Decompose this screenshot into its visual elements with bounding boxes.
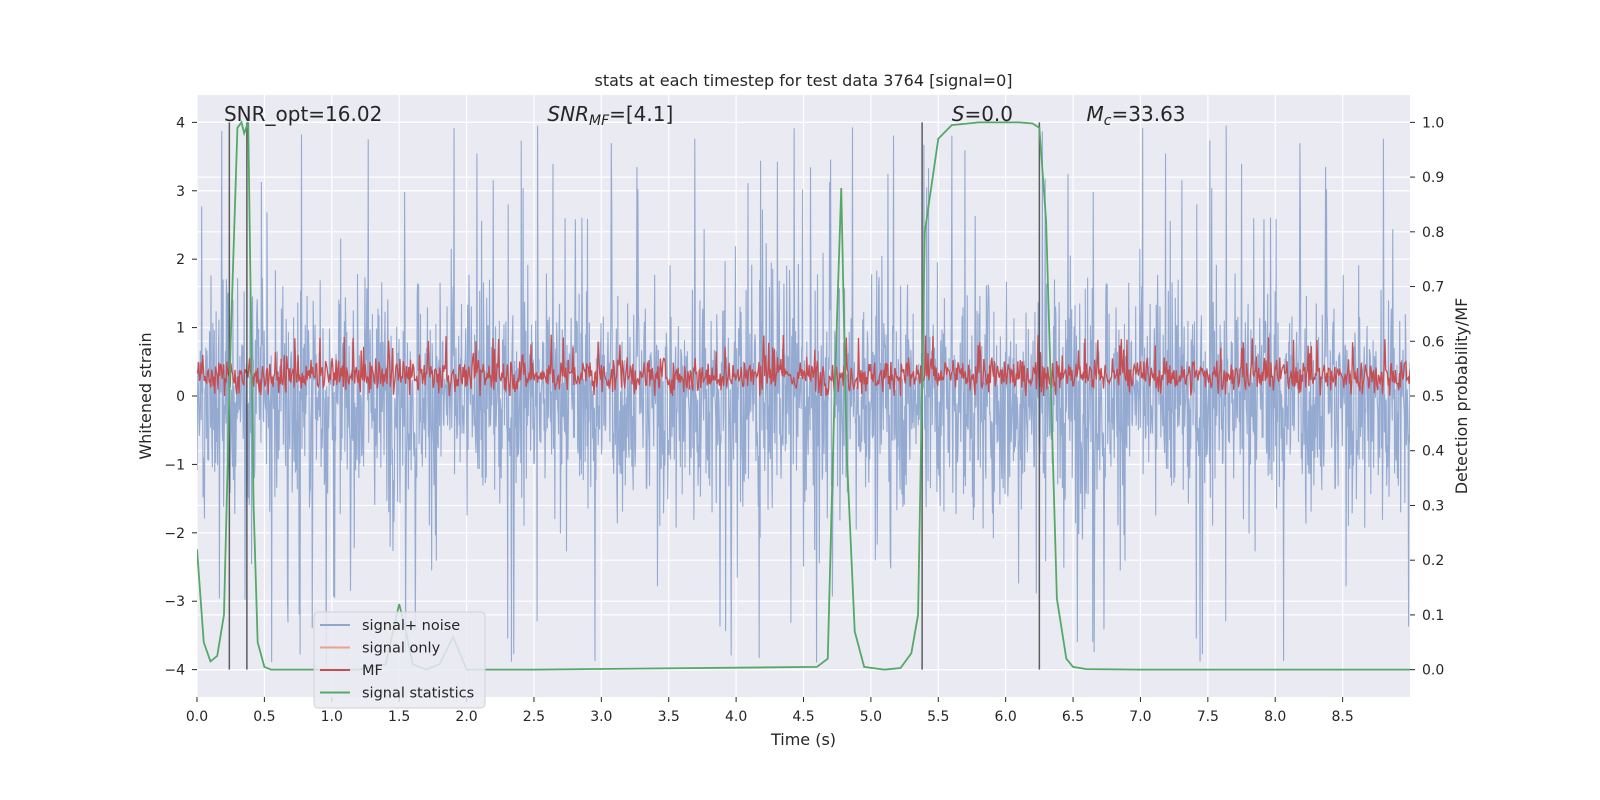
x-tick-label: 4.0 [725,709,747,725]
legend-label: signal statistics [362,686,474,702]
y-tick-label-left: −2 [164,526,185,542]
y-tick-label-right: 0.2 [1422,553,1444,569]
x-tick-label: 3.5 [658,709,680,725]
y-tick-label-left: −3 [164,594,185,610]
annotation-text: SNR_opt=16.02 [224,102,382,126]
x-tick-label: 6.0 [995,709,1017,725]
y-tick-label-right: 1.0 [1422,115,1444,131]
annotation-text: S=0.0 [952,102,1013,126]
y-tick-label-left: 4 [176,115,185,131]
x-tick-label: 2.5 [523,709,545,725]
x-tick-label: 7.5 [1197,709,1219,725]
chart-title: stats at each timestep for test data 376… [594,71,1012,90]
x-tick-label: 8.0 [1264,709,1286,725]
x-tick-label: 4.5 [792,709,814,725]
data-layer [197,120,1410,671]
y-axis-label-right: Detection probability/MF [1452,298,1471,495]
y-tick-label-right: 0.5 [1422,389,1444,405]
y-tick-label-left: −1 [164,457,185,473]
legend-label: signal only [362,641,441,657]
x-tick-label: 6.5 [1062,709,1084,725]
annotations: SNR_opt=16.02 SNRMF=[4.1] S=0.0 Mc=33.63 [224,102,1186,129]
legend-label: signal+ noise [362,618,460,634]
axes: 0.0 0.5 1.0 1.5 2.0 2.5 3.0 3.5 4.0 4.5 5.0 5.5 6.0 6… [164,115,1444,725]
legend-box [313,611,486,709]
y-tick-label-right: 0.7 [1422,280,1444,296]
y-tick-label-right: 0.8 [1422,225,1444,241]
y-tick-label-left: 1 [176,321,185,337]
x-tick-label: 1.0 [321,709,343,725]
y-tick-label-right: 0.6 [1422,334,1444,350]
y-tick-label-right: 0.0 [1422,663,1444,679]
annotation-text: SNRMF=[4.1] [547,102,673,129]
x-axis-label: Time (s) [770,730,836,749]
x-tick-label: 8.5 [1331,709,1353,725]
y-tick-label-left: 3 [176,184,185,200]
x-tick-label: 0.0 [186,709,208,725]
y-axis-label-left: Whitened strain [136,332,155,459]
x-tick-label: 5.0 [860,709,882,725]
x-tick-label: 2.0 [455,709,477,725]
x-tick-label: 3.0 [590,709,612,725]
legend-label: MF [362,663,383,679]
x-tick-label: 1.5 [388,709,410,725]
series-mf [197,334,1410,397]
x-tick-label: 5.5 [927,709,949,725]
annotation-text: Mc=33.63 [1087,102,1186,129]
x-tick-label: 7.0 [1129,709,1151,725]
y-tick-label-right: 0.3 [1422,498,1444,514]
y-tick-label-left: −4 [164,663,185,679]
series-signal-statistics [197,120,1410,671]
y-tick-label-left: 0 [176,389,185,405]
y-tick-label-right: 0.4 [1422,444,1444,460]
legend: signal+ noise signal only MF signal statist… [313,611,486,709]
y-tick-label-left: 2 [176,252,185,268]
y-tick-label-right: 0.1 [1422,608,1444,624]
x-tick-label: 0.5 [253,709,275,725]
y-tick-label-right: 0.9 [1422,170,1444,186]
